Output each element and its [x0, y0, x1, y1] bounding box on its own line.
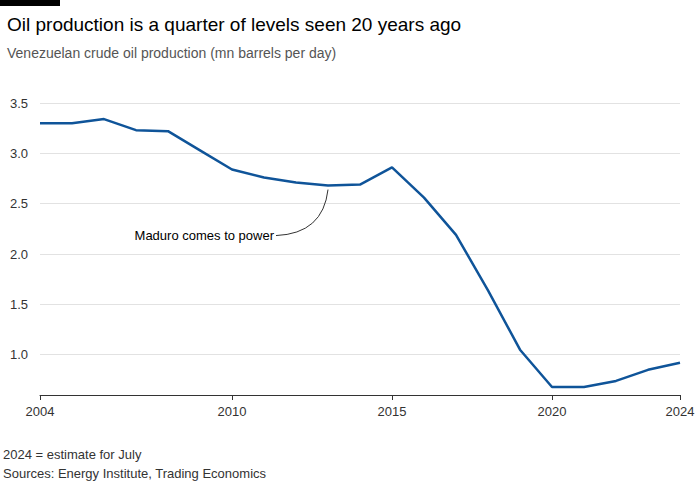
svg-text:2015: 2015	[378, 404, 407, 419]
svg-text:3.5: 3.5	[10, 96, 28, 111]
svg-text:Venezuelan crude oil productio: Venezuelan crude oil production (mn barr…	[7, 45, 336, 61]
svg-text:2004: 2004	[26, 404, 55, 419]
svg-text:1.5: 1.5	[10, 297, 28, 312]
svg-text:2.5: 2.5	[10, 196, 28, 211]
svg-text:2024 = estimate for July: 2024 = estimate for July	[3, 447, 142, 462]
svg-text:2.0: 2.0	[10, 247, 28, 262]
svg-text:3.0: 3.0	[10, 146, 28, 161]
svg-text:2024: 2024	[666, 404, 695, 419]
svg-text:Sources: Energy Institute, Tra: Sources: Energy Institute, Trading Econo…	[3, 466, 267, 481]
svg-text:2010: 2010	[218, 404, 247, 419]
svg-text:Maduro comes to power: Maduro comes to power	[135, 228, 275, 243]
svg-text:2020: 2020	[538, 404, 567, 419]
svg-text:1.0: 1.0	[10, 347, 28, 362]
svg-text:Oil production is a quarter of: Oil production is a quarter of levels se…	[7, 14, 461, 35]
